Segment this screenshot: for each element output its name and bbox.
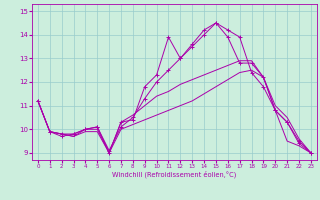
X-axis label: Windchill (Refroidissement éolien,°C): Windchill (Refroidissement éolien,°C) xyxy=(112,171,236,178)
